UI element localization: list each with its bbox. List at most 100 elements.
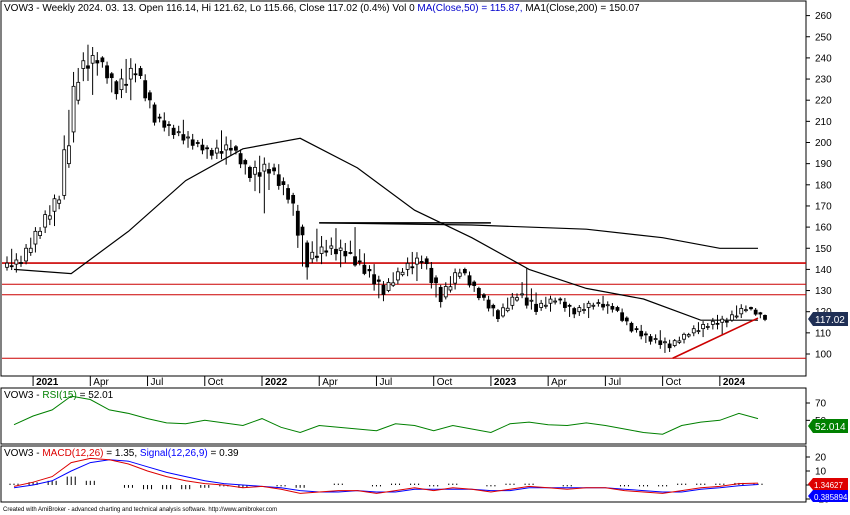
candle-body bbox=[534, 303, 538, 312]
candle-body bbox=[457, 272, 462, 277]
candle-body bbox=[386, 281, 391, 291]
candle-body bbox=[138, 68, 143, 76]
candle-body bbox=[209, 150, 214, 156]
signal-series-line bbox=[13, 459, 759, 493]
candle-body bbox=[758, 312, 763, 315]
macd-header-prefix: VOW3 - bbox=[4, 448, 40, 459]
rsi-header: VOW3 - RSI(15) = 52.01 bbox=[4, 390, 114, 401]
main-trend-lines bbox=[672, 317, 759, 359]
candle-body bbox=[753, 309, 758, 315]
y-tick-label: 190 bbox=[815, 159, 832, 170]
y-tick-label: 150 bbox=[815, 244, 832, 255]
x-tick-label: Apr bbox=[551, 377, 567, 388]
candle-body bbox=[171, 127, 176, 136]
candle-body bbox=[157, 116, 162, 119]
candle-body bbox=[9, 265, 14, 268]
candle-body bbox=[501, 307, 505, 317]
candle-body bbox=[744, 309, 748, 312]
candle-body bbox=[601, 303, 605, 308]
y-tick-label: 180 bbox=[815, 180, 832, 191]
candle-body bbox=[47, 215, 52, 220]
candle-body bbox=[195, 142, 200, 144]
candle-body bbox=[582, 309, 586, 311]
candle-body bbox=[181, 134, 186, 141]
macd-signal-value: = 0.39 bbox=[211, 448, 240, 459]
candle-body bbox=[228, 147, 233, 151]
x-tick-label: Jul bbox=[151, 377, 164, 388]
candle-body bbox=[720, 318, 725, 323]
candle-body bbox=[219, 151, 224, 154]
candle-body bbox=[724, 320, 729, 323]
y-tick-label: 240 bbox=[815, 53, 832, 64]
candle-body bbox=[52, 198, 57, 212]
rsi-header-prefix: VOW3 - bbox=[4, 390, 40, 401]
candle-body bbox=[262, 163, 267, 172]
candle-body bbox=[653, 338, 658, 340]
main-moving-averages bbox=[13, 137, 758, 321]
macd-y-tick-label: 20 bbox=[815, 453, 827, 464]
candle-body bbox=[109, 73, 114, 79]
candle-body bbox=[410, 266, 415, 269]
macd-header-label: MACD(12,26) bbox=[42, 448, 103, 459]
candle-body bbox=[62, 149, 67, 196]
x-tick-label: Oct bbox=[208, 377, 224, 388]
candle-body bbox=[57, 199, 62, 204]
macd-badge-text: 1.34627 bbox=[814, 481, 843, 490]
main-header-prefix: VOW3 - Weekly 2024. 03. 13. Open 116.14,… bbox=[4, 3, 415, 14]
main-candles bbox=[5, 44, 767, 353]
x-tick-label: 2024 bbox=[723, 377, 746, 388]
candle-body bbox=[128, 67, 133, 80]
y-tick-label: 130 bbox=[815, 286, 832, 297]
candle-body bbox=[562, 301, 567, 308]
candle-body bbox=[272, 167, 276, 172]
macd-series-line bbox=[13, 457, 759, 494]
candle-body bbox=[100, 57, 105, 63]
x-axis: 2021 Apr Jul Oct 2022 Apr Jul Oct 2023 Apr Jul Oct 2… bbox=[32, 376, 746, 388]
candle-body bbox=[14, 259, 19, 265]
rsi-header-value: = 52.01 bbox=[80, 390, 114, 401]
candle-body bbox=[696, 330, 701, 333]
rsi-series-line bbox=[13, 395, 759, 435]
candle-body bbox=[510, 296, 515, 306]
x-tick-label: 2021 bbox=[36, 377, 59, 388]
candle-body bbox=[300, 226, 305, 236]
candle-body bbox=[372, 274, 377, 285]
candle-body bbox=[319, 246, 324, 254]
candle-body bbox=[357, 260, 362, 263]
ma50-line bbox=[13, 137, 758, 321]
main-header-ma200: MA1(Close,200) = 150.07 bbox=[525, 3, 640, 14]
candle-body bbox=[381, 284, 386, 295]
main-header: VOW3 - Weekly 2024. 03. 13. Open 116.14,… bbox=[4, 3, 640, 14]
main-panel-frame bbox=[0, 0, 807, 377]
candle-body bbox=[353, 256, 357, 266]
candle-body bbox=[71, 85, 76, 133]
macd-badge: 1.34627 bbox=[808, 478, 848, 490]
candle-body bbox=[119, 78, 124, 91]
candle-body bbox=[81, 60, 86, 69]
y-tick-label: 220 bbox=[815, 96, 832, 107]
candle-body bbox=[686, 334, 691, 337]
x-tick-label: Apr bbox=[93, 377, 109, 388]
candle-body bbox=[38, 230, 42, 236]
candle-body bbox=[682, 333, 686, 340]
signal-badge: 0.385894 bbox=[808, 490, 848, 502]
footer-text: Created with AmiBroker - advanced charti… bbox=[3, 507, 277, 513]
y-tick-label: 170 bbox=[815, 201, 832, 212]
price-badge-text: 117.02 bbox=[815, 315, 845, 326]
x-tick-label: 2022 bbox=[265, 377, 288, 388]
candle-body bbox=[281, 181, 286, 186]
macd-lines bbox=[13, 457, 759, 494]
candle-body bbox=[677, 340, 682, 343]
y-tick-label: 230 bbox=[815, 75, 832, 86]
candle-body bbox=[114, 81, 119, 95]
y-tick-label: 260 bbox=[815, 11, 832, 22]
y-tick-label: 200 bbox=[815, 138, 832, 149]
candle-body bbox=[486, 299, 491, 309]
candle-body bbox=[443, 286, 448, 298]
candle-body bbox=[334, 248, 338, 255]
candle-body bbox=[234, 146, 238, 151]
candle-body bbox=[286, 188, 290, 200]
candle-body bbox=[186, 136, 190, 139]
candle-body bbox=[243, 160, 248, 165]
y-tick-label: 250 bbox=[815, 32, 832, 43]
